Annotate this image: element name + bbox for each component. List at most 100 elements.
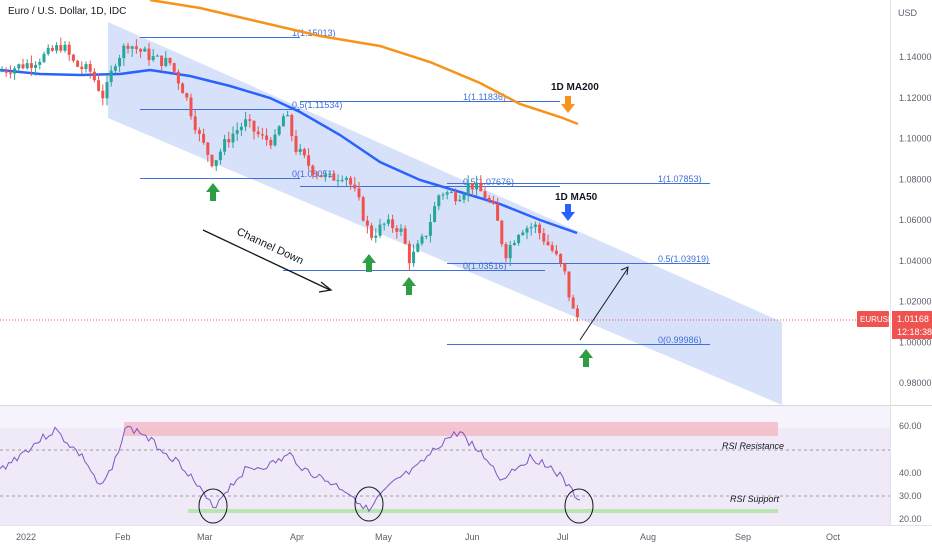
candle-body xyxy=(0,70,4,72)
candle-body xyxy=(315,174,319,176)
candle-body xyxy=(46,47,50,54)
candle-body xyxy=(92,71,96,81)
candle-body xyxy=(294,136,298,152)
candle-body xyxy=(479,182,483,192)
rsi-circle xyxy=(198,488,228,524)
time-tick-label: Oct xyxy=(826,532,841,542)
candle-body xyxy=(475,182,479,190)
candle-body xyxy=(80,66,84,69)
candle-body xyxy=(319,175,323,177)
candle-body xyxy=(105,82,109,99)
candle-body xyxy=(290,115,294,137)
candle-body xyxy=(357,188,361,198)
candle-body xyxy=(349,177,353,185)
candle-body xyxy=(21,64,25,69)
candle-body xyxy=(302,149,306,156)
candle-body xyxy=(269,139,273,146)
candle-body xyxy=(168,57,172,64)
ma50-arrow-icon xyxy=(561,204,575,221)
candle-body xyxy=(244,119,248,127)
candle-body xyxy=(239,126,243,131)
time-axis[interactable]: 2022 Feb Mar Apr May Jun Jul Aug Sep Oct xyxy=(16,532,841,542)
candle-body xyxy=(84,64,88,69)
candle-body xyxy=(571,297,575,309)
candle-body xyxy=(134,46,138,49)
candle-body xyxy=(412,251,416,264)
candle-body xyxy=(193,116,197,131)
candle-body xyxy=(223,139,227,152)
candle-body xyxy=(13,68,17,74)
candle-body xyxy=(483,191,487,198)
candle-body xyxy=(466,183,470,195)
candle-body xyxy=(441,194,445,196)
projection-arrow xyxy=(579,267,629,341)
candle-body xyxy=(323,174,327,177)
fib-label: 0.5(1.07676) xyxy=(463,177,514,187)
projection-arrow-head xyxy=(620,266,629,276)
time-tick-label: 2022 xyxy=(16,532,36,542)
rsi-circle xyxy=(564,488,594,524)
candle-body xyxy=(67,44,71,55)
time-tick-label: Sep xyxy=(735,532,751,542)
rsi-axis[interactable]: 60.00 40.00 30.00 20.00 xyxy=(899,421,922,524)
candle-body xyxy=(554,250,558,255)
candle-body xyxy=(374,235,378,238)
candle-body xyxy=(248,119,252,121)
candle-body xyxy=(164,57,168,66)
candle-body xyxy=(88,64,92,72)
candle-body xyxy=(286,115,290,117)
candle-body xyxy=(399,228,403,232)
ma200-line xyxy=(149,0,579,126)
candle-body xyxy=(34,64,38,68)
rsi-support-zone xyxy=(188,509,778,513)
rsi-support-label: RSI Support xyxy=(730,494,780,504)
rsi-circle xyxy=(354,486,384,522)
time-tick-label: Aug xyxy=(640,532,656,542)
rsi-tick-label: 60.00 xyxy=(899,421,922,431)
candle-body xyxy=(344,177,348,180)
candle-body xyxy=(311,165,315,175)
candle-body xyxy=(8,72,12,74)
candle-body xyxy=(462,194,466,200)
candle-body xyxy=(521,232,525,235)
price-tick-label: 1.00000 xyxy=(899,337,932,347)
candle-body xyxy=(416,243,420,252)
candle-body xyxy=(172,63,176,72)
candle-body xyxy=(424,235,428,237)
channel-down-band xyxy=(108,22,782,405)
candle-body xyxy=(252,120,256,132)
candle-body xyxy=(533,224,537,228)
candle-body xyxy=(386,219,390,224)
candle-body xyxy=(538,224,542,234)
time-tick-label: Feb xyxy=(115,532,131,542)
candle-body xyxy=(361,197,365,221)
price-tick-label: 1.12000 xyxy=(899,93,932,103)
candle-body xyxy=(273,134,277,146)
ma200-label: 1D MA200 xyxy=(551,82,599,93)
candle-body xyxy=(517,234,521,244)
candle-body xyxy=(197,130,201,134)
up-arrow-icon xyxy=(579,349,593,367)
candle-body xyxy=(559,254,563,264)
candle-body xyxy=(260,134,264,136)
rsi-tick-label: 20.00 xyxy=(899,514,922,524)
candle-body xyxy=(101,90,105,99)
candle-body xyxy=(265,135,269,140)
candle-body xyxy=(231,133,235,143)
candle-body xyxy=(567,271,571,298)
candle-body xyxy=(122,45,126,59)
fib-label: 1(1.11836) xyxy=(463,92,506,102)
candle-body xyxy=(130,46,134,49)
time-tick-label: Apr xyxy=(290,532,304,542)
candle-body xyxy=(340,179,344,181)
candle-body xyxy=(445,192,449,195)
candle-body xyxy=(563,263,567,272)
candle-body xyxy=(395,228,399,232)
candle-body xyxy=(470,183,474,190)
candle-body xyxy=(218,151,222,161)
candle-body xyxy=(437,195,441,207)
price-axis[interactable]: 1.14000 1.12000 1.10000 1.08000 1.06000 1.040… xyxy=(899,52,932,388)
candle-body xyxy=(298,149,302,152)
candle-body xyxy=(4,70,8,73)
